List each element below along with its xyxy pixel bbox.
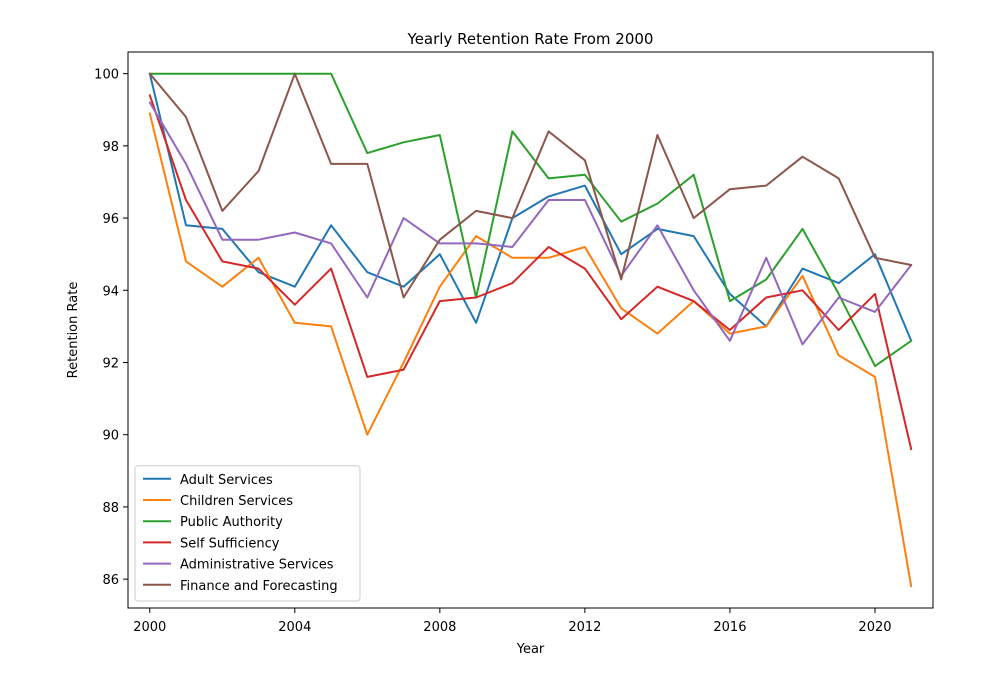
y-tick-label: 88 <box>102 501 119 516</box>
legend-box <box>134 465 361 602</box>
x-tick-label: 2008 <box>423 620 456 635</box>
y-tick-label: 100 <box>94 68 119 83</box>
series-lines <box>148 72 913 588</box>
y-tick-label: 94 <box>102 284 119 299</box>
y-axis-title: Retention Rate <box>66 282 81 379</box>
legend-label: Children Services <box>180 494 293 509</box>
y-tick-label: 90 <box>102 429 119 444</box>
x-tick-label: 2000 <box>133 620 166 635</box>
y-tick-label: 96 <box>102 212 119 227</box>
chart-title: Yearly Retention Rate From 2000 <box>407 30 654 48</box>
y-tick-label: 92 <box>102 356 119 371</box>
x-tick-label: 2012 <box>568 620 601 635</box>
plot-frame <box>127 51 934 609</box>
y-tick-label: 86 <box>102 573 119 588</box>
x-tick-label: 2020 <box>858 620 891 635</box>
series-line-public-authority <box>148 72 913 368</box>
x-tick-label: 2004 <box>278 620 311 635</box>
axis-ticks: 2000 2004 2008 2012 2016 2020 86 88 90 92 94 96 98 10… <box>94 68 891 635</box>
legend-label: Administrative Services <box>180 558 334 573</box>
legend-label: Finance and Forecasting <box>180 579 338 594</box>
y-tick-label: 98 <box>102 140 119 155</box>
series-line-administrative-services <box>148 101 913 346</box>
legend: Adult Services Children Services Public Au… <box>134 465 361 602</box>
legend-label: Adult Services <box>180 473 273 488</box>
series-line-self-sufficiency <box>148 94 913 451</box>
series-line-adult-services <box>148 72 913 342</box>
series-line-finance-and-forecasting <box>148 72 913 299</box>
legend-label: Public Authority <box>180 515 283 530</box>
x-axis-title: Year <box>516 642 545 657</box>
legend-label: Self Sufficiency <box>180 536 280 551</box>
x-tick-label: 2016 <box>713 620 746 635</box>
